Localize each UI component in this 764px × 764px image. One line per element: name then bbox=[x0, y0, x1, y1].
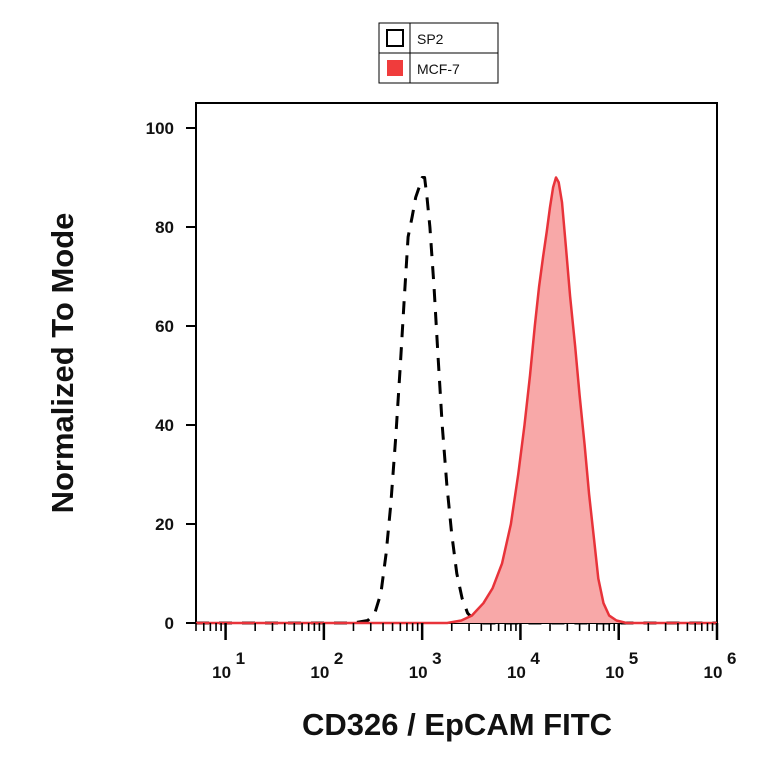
x-tick-label-exponent: 6 bbox=[727, 649, 736, 668]
x-axis-title: CD326 / EpCAM FITC bbox=[302, 707, 612, 742]
x-tick-label: 10 bbox=[409, 663, 428, 682]
legend: SP2 MCF-7 bbox=[378, 22, 499, 84]
series-line-sp2 bbox=[196, 176, 717, 625]
legend-swatch-sp2 bbox=[386, 29, 404, 47]
x-tick-label: 10 bbox=[704, 663, 723, 682]
legend-swatch-mcf7 bbox=[387, 60, 403, 76]
legend-label-sp2: SP2 bbox=[417, 31, 444, 47]
y-tick-label: 100 bbox=[146, 119, 174, 138]
x-tick-label: 10 bbox=[310, 663, 329, 682]
y-tick-label: 20 bbox=[155, 515, 174, 534]
x-tick-label: 10 bbox=[605, 663, 624, 682]
legend-label-mcf7: MCF-7 bbox=[417, 61, 460, 77]
x-tick-label-exponent: 5 bbox=[629, 649, 638, 668]
y-axis-title: Normalized To Mode bbox=[45, 213, 80, 514]
x-tick-label: 10 bbox=[212, 663, 231, 682]
y-tick-label: 60 bbox=[155, 317, 174, 336]
y-tick-label: 0 bbox=[165, 614, 174, 633]
y-tick-label: 80 bbox=[155, 218, 174, 237]
series-fill-mcf-7 bbox=[196, 177, 717, 623]
x-tick-label: 10 bbox=[507, 663, 526, 682]
x-tick-label-exponent: 1 bbox=[236, 649, 245, 668]
x-tick-label-exponent: 3 bbox=[432, 649, 441, 668]
series-line-mcf-7 bbox=[196, 176, 717, 625]
y-tick-label: 40 bbox=[155, 416, 174, 435]
series-layer bbox=[196, 176, 717, 625]
x-tick-label-exponent: 4 bbox=[530, 649, 540, 668]
y-axis: 0 20 40 60 80 100 bbox=[146, 119, 196, 633]
x-tick-label-exponent: 2 bbox=[334, 649, 343, 668]
plot-frame bbox=[195, 102, 718, 624]
